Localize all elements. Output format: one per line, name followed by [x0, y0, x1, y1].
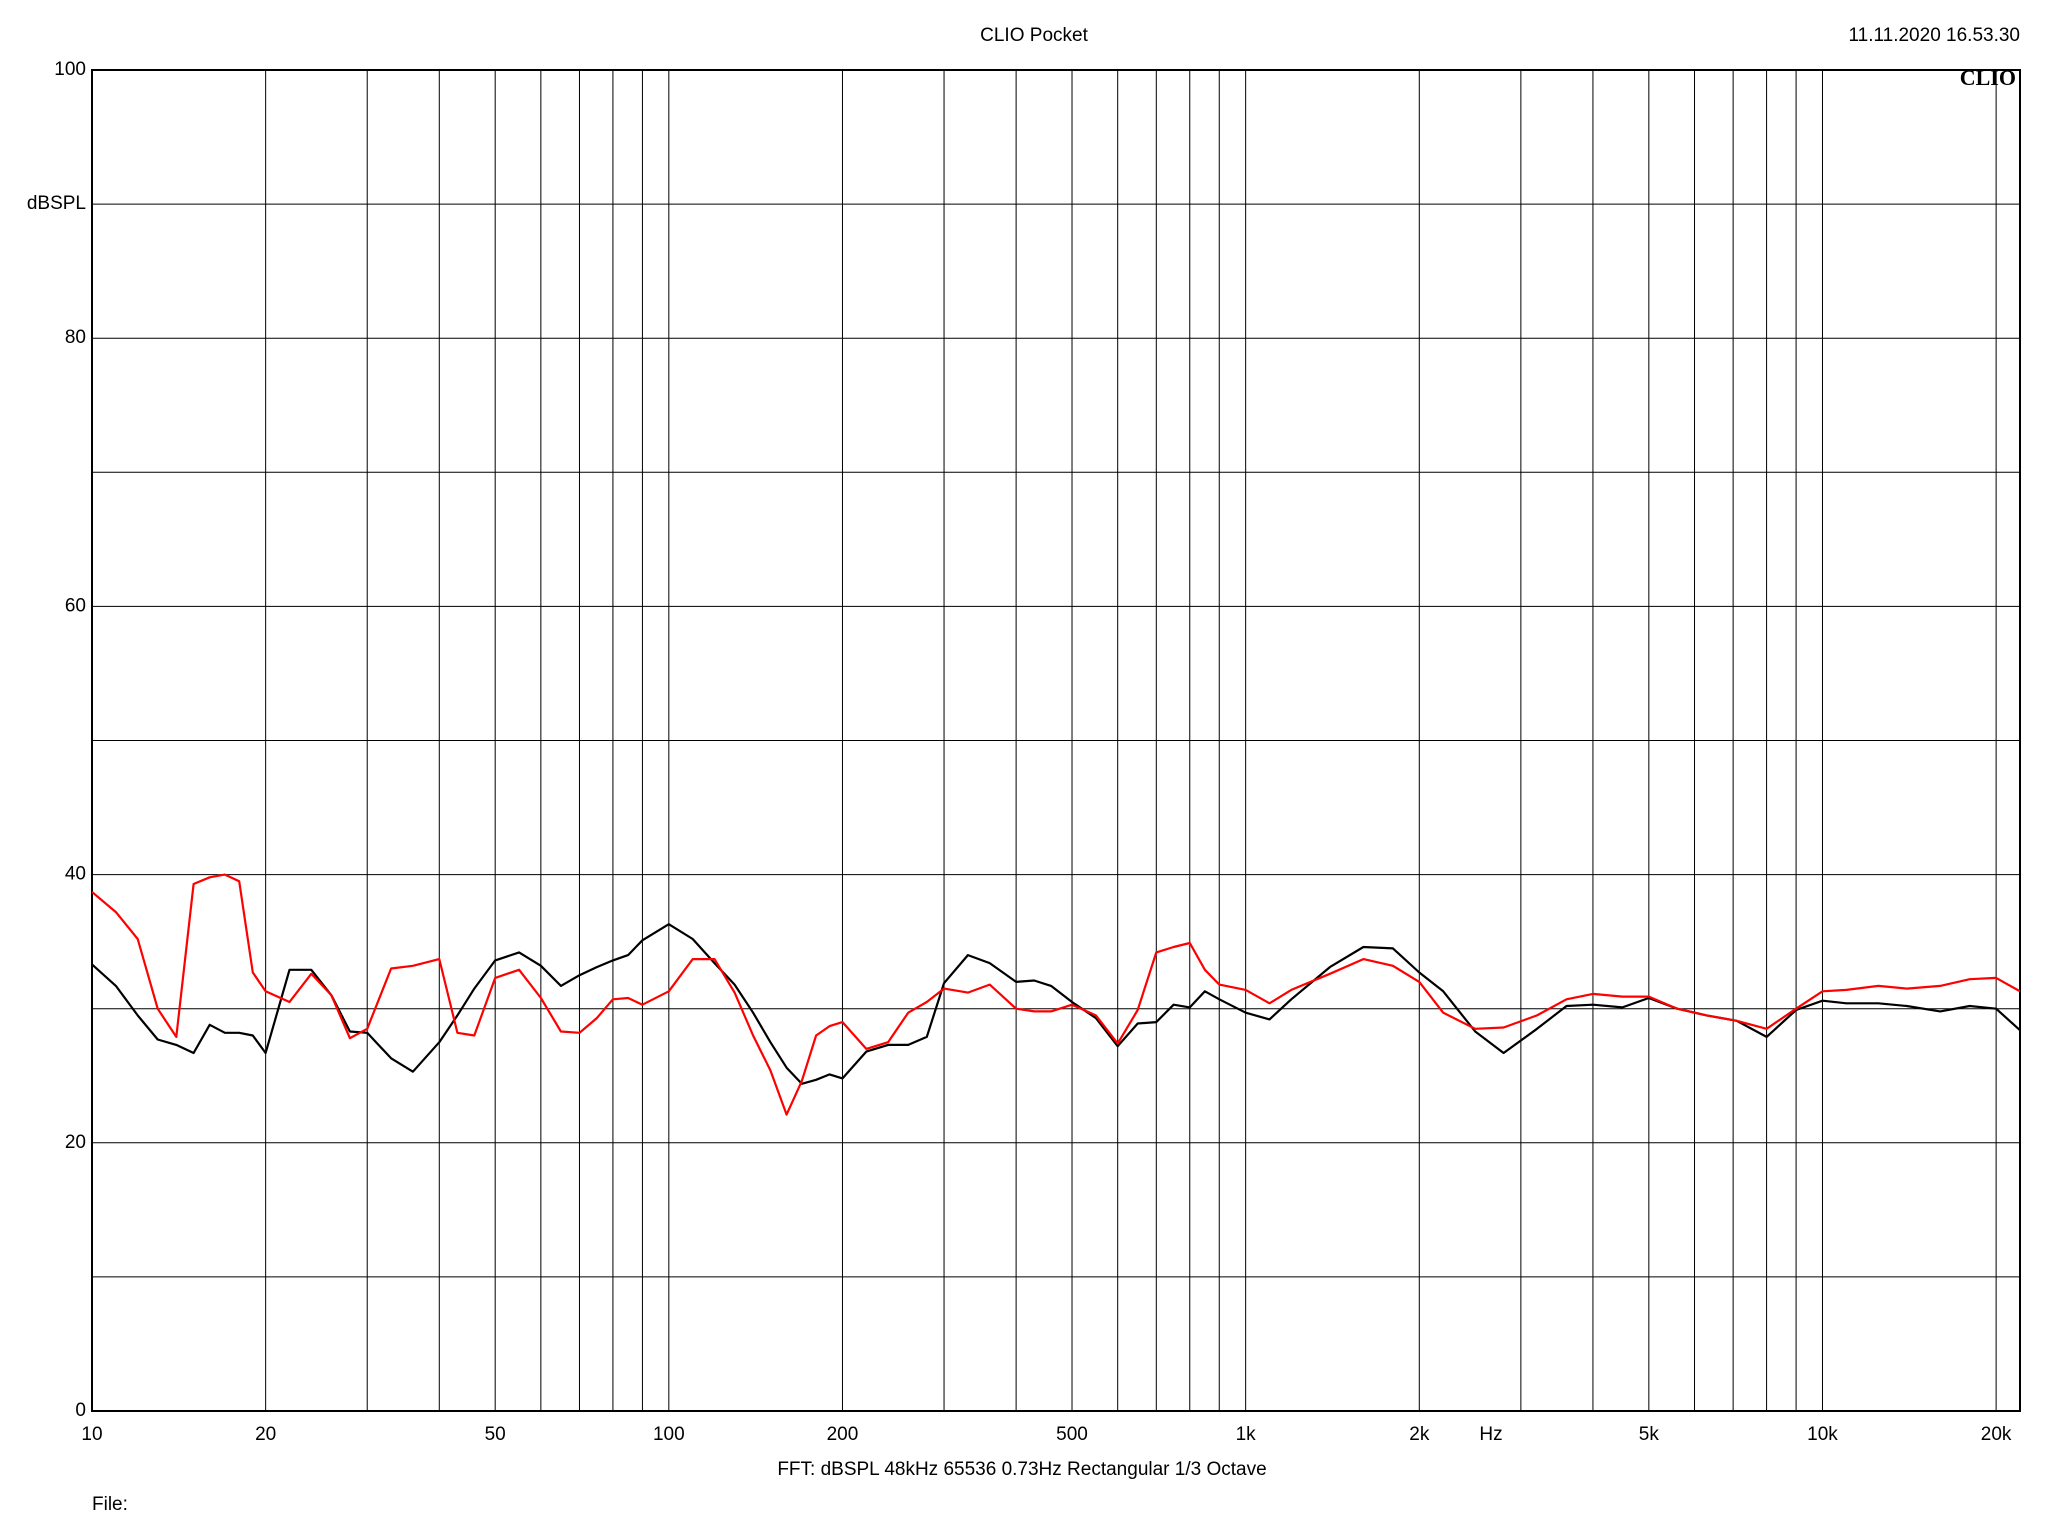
- x-tick-label: 200: [827, 1424, 859, 1445]
- x-tick-label: 100: [653, 1424, 685, 1445]
- x-tick-label: 5k: [1639, 1424, 1660, 1445]
- y-tick-label: 60: [65, 595, 86, 616]
- x-tick-label: 500: [1056, 1424, 1088, 1445]
- x-tick-label: 10k: [1807, 1424, 1838, 1445]
- series-line: [92, 873, 2020, 1116]
- y-tick-label: 20: [65, 1132, 86, 1153]
- x-tick-label: 20: [255, 1424, 276, 1445]
- y-tick-label: 40: [65, 864, 86, 885]
- y-tick-label: 0: [75, 1400, 86, 1421]
- x-axis-label: Hz: [1479, 1424, 1502, 1445]
- y-axis-label: dBSPL: [27, 193, 86, 214]
- x-tick-label: 2k: [1409, 1424, 1430, 1445]
- x-tick-label: 50: [485, 1424, 506, 1445]
- x-tick-label: 20k: [1981, 1424, 2012, 1445]
- chart-title: CLIO Pocket: [980, 25, 1088, 46]
- y-tick-label: 80: [65, 327, 86, 348]
- plot-frame: [91, 69, 2021, 1412]
- timestamp: 11.11.2020 16.53.30: [1848, 25, 2020, 46]
- footer: FFT: dBSPL 48kHz 65536 0.73Hz Rectangula…: [777, 1459, 1266, 1480]
- x-tick-label: 10: [81, 1424, 102, 1445]
- logo: CLIO: [1960, 65, 2016, 90]
- series-line: [92, 923, 2020, 1085]
- x-tick-label: 1k: [1236, 1424, 1257, 1445]
- y-tick-label: 100: [54, 59, 86, 80]
- file-label: File:: [92, 1494, 128, 1515]
